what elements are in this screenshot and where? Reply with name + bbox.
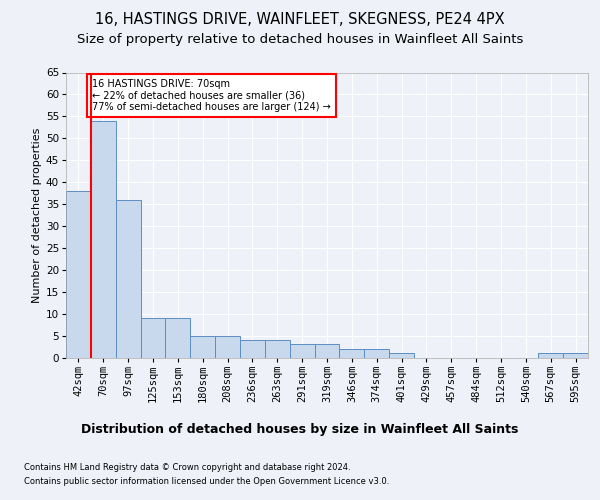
Text: Contains public sector information licensed under the Open Government Licence v3: Contains public sector information licen…: [24, 478, 389, 486]
Bar: [190, 336, 215, 357]
Bar: [240, 340, 265, 357]
Text: Distribution of detached houses by size in Wainfleet All Saints: Distribution of detached houses by size …: [82, 422, 518, 436]
Bar: [563, 353, 588, 358]
Bar: [538, 353, 563, 358]
Bar: [364, 348, 389, 358]
Text: Size of property relative to detached houses in Wainfleet All Saints: Size of property relative to detached ho…: [77, 32, 523, 46]
Bar: [340, 348, 364, 358]
Bar: [166, 318, 190, 358]
Bar: [116, 200, 140, 358]
Text: Contains HM Land Registry data © Crown copyright and database right 2024.: Contains HM Land Registry data © Crown c…: [24, 462, 350, 471]
Bar: [389, 353, 414, 358]
Text: 16 HASTINGS DRIVE: 70sqm
← 22% of detached houses are smaller (36)
77% of semi-d: 16 HASTINGS DRIVE: 70sqm ← 22% of detach…: [92, 79, 331, 112]
Bar: [66, 191, 91, 358]
Bar: [265, 340, 290, 357]
Bar: [290, 344, 314, 358]
Text: 16, HASTINGS DRIVE, WAINFLEET, SKEGNESS, PE24 4PX: 16, HASTINGS DRIVE, WAINFLEET, SKEGNESS,…: [95, 12, 505, 28]
Bar: [215, 336, 240, 357]
Bar: [91, 120, 116, 358]
Bar: [314, 344, 340, 358]
Y-axis label: Number of detached properties: Number of detached properties: [32, 128, 41, 302]
Bar: [140, 318, 166, 358]
